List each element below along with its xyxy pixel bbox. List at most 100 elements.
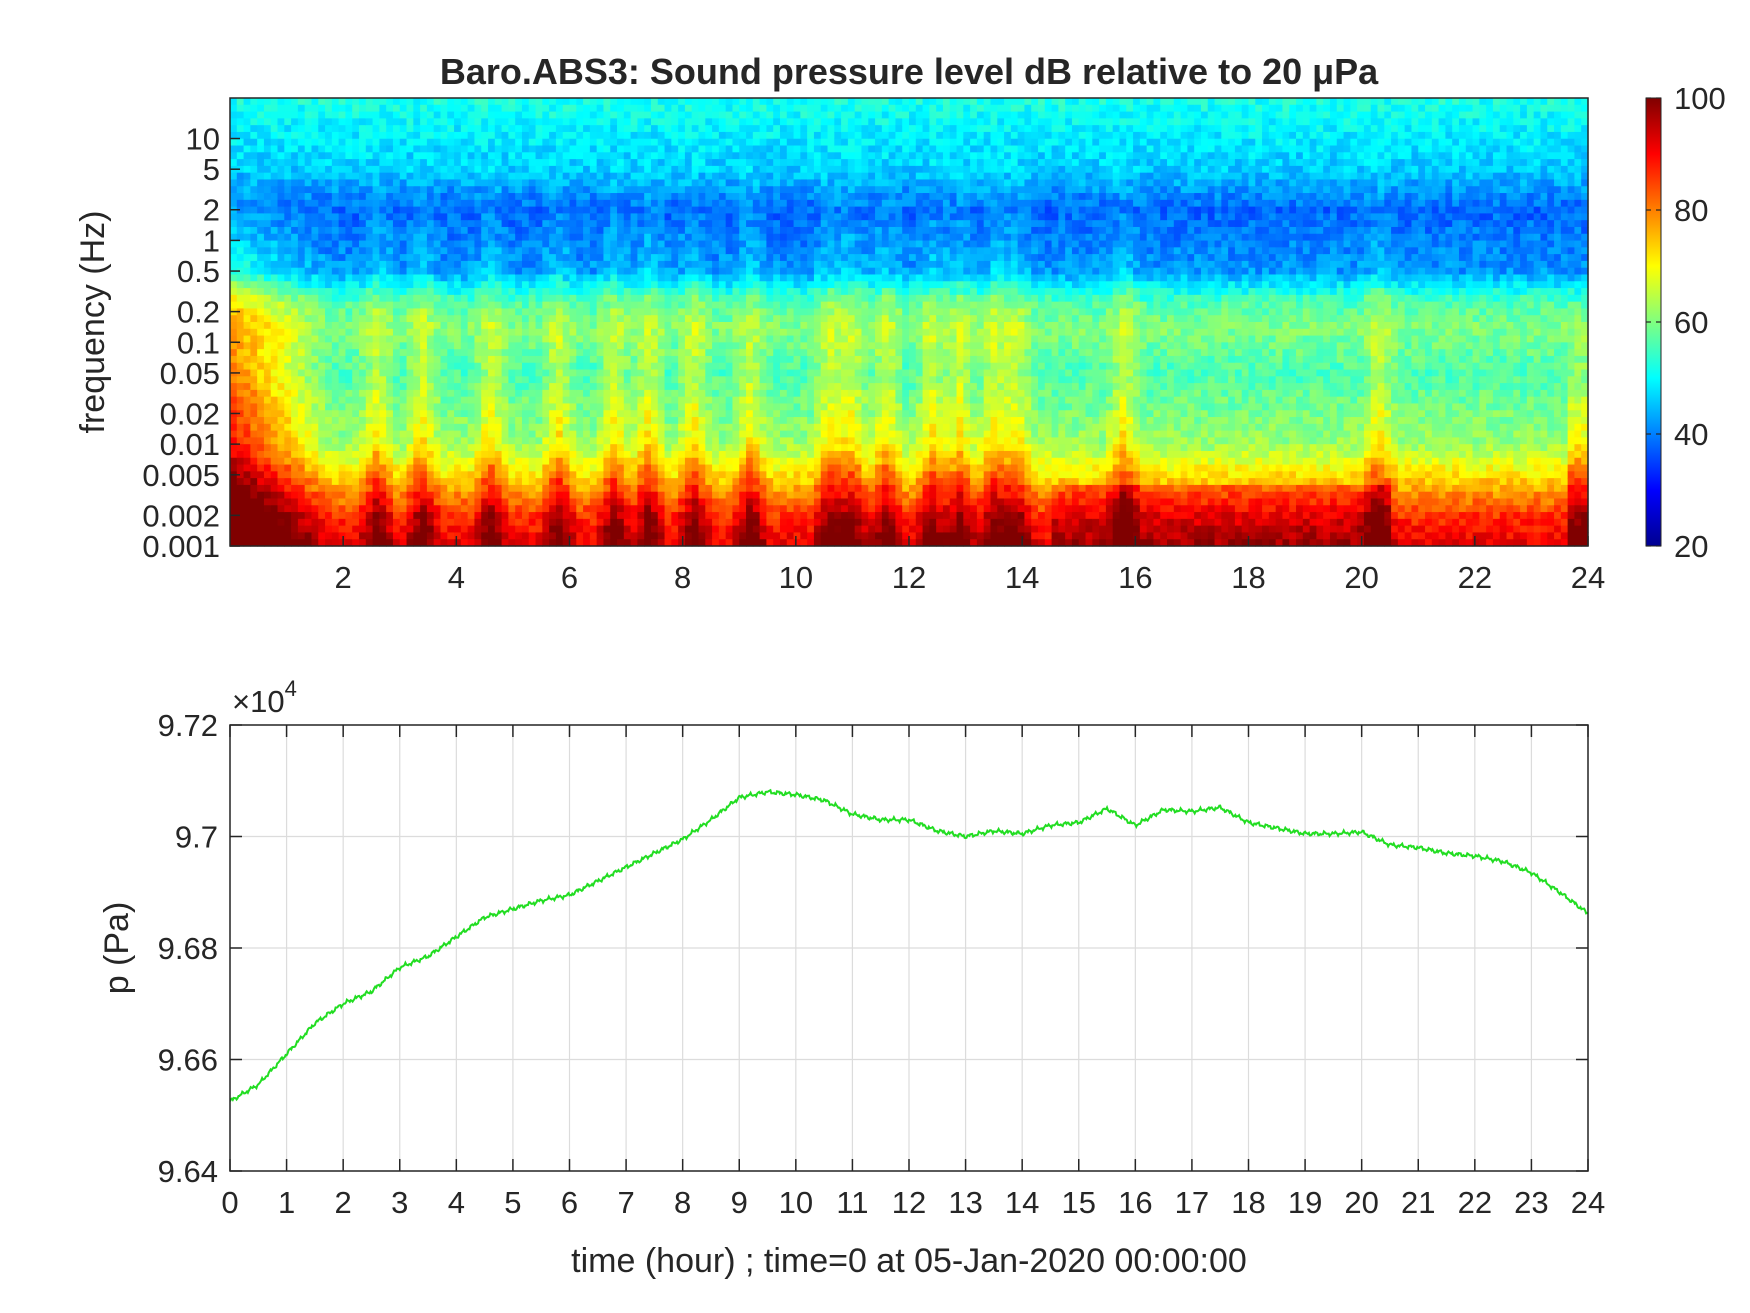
- heatmap-cell: [291, 98, 299, 106]
- heatmap-cell: [338, 206, 347, 214]
- heatmap-cell: [379, 233, 387, 242]
- heatmap-cell: [406, 98, 414, 106]
- heatmap-cell: [610, 288, 618, 296]
- heatmap-cell: [725, 464, 734, 472]
- heatmap-cell: [650, 165, 659, 174]
- heatmap-cell: [528, 376, 537, 384]
- heatmap-cell: [331, 349, 340, 357]
- heatmap-cell: [481, 247, 489, 255]
- heatmap-cell: [671, 403, 679, 411]
- heatmap-cell: [725, 165, 734, 174]
- heatmap-cell: [712, 111, 720, 119]
- heatmap-cell: [501, 362, 509, 371]
- heatmap-cell: [365, 179, 374, 187]
- heatmap-cell: [284, 131, 292, 140]
- heatmap-cell: [732, 186, 740, 194]
- heatmap-cell: [732, 335, 740, 343]
- heatmap-cell: [277, 301, 285, 310]
- heatmap-cell: [406, 369, 414, 377]
- heatmap-cell: [521, 369, 530, 377]
- heatmap-cell: [433, 104, 442, 113]
- heatmap-cell: [297, 145, 306, 153]
- heatmap-cell: [583, 430, 591, 438]
- heatmap-cell: [297, 491, 306, 500]
- heatmap-cell: [454, 457, 462, 466]
- heatmap-cell: [603, 199, 611, 208]
- heatmap-cell: [725, 111, 734, 119]
- heatmap-cell: [542, 396, 550, 405]
- heatmap-cell: [392, 233, 401, 242]
- heatmap-cell: [406, 444, 414, 452]
- heatmap-cell: [359, 349, 367, 357]
- heatmap-cell: [413, 159, 421, 167]
- heatmap-cell: [508, 450, 516, 459]
- heatmap-cell: [460, 396, 469, 405]
- heatmap-cell: [549, 145, 557, 153]
- heatmap-cell: [515, 206, 523, 214]
- heatmap-cell: [352, 403, 360, 411]
- heatmap-cell: [623, 193, 632, 201]
- heatmap-cell: [705, 159, 713, 167]
- heatmap-cell: [555, 247, 564, 255]
- heatmap-cell: [555, 315, 564, 323]
- heatmap-cell: [467, 131, 476, 140]
- heatmap-cell: [569, 233, 577, 242]
- heatmap-cell: [712, 179, 720, 187]
- heatmap-cell: [277, 525, 285, 534]
- heatmap-cell: [338, 369, 347, 377]
- heatmap-cell: [331, 335, 340, 343]
- heatmap-cell: [284, 308, 292, 316]
- heatmap-cell: [447, 125, 455, 133]
- heatmap-cell: [440, 125, 448, 133]
- heatmap-cell: [664, 131, 672, 140]
- heatmap-cell: [488, 111, 496, 119]
- heatmap-cell: [576, 342, 584, 350]
- heatmap-cell: [650, 152, 659, 160]
- heatmap-cell: [535, 505, 543, 513]
- heatmap-cell: [454, 226, 462, 235]
- heatmap-cell: [739, 165, 747, 174]
- heatmap-cell: [379, 288, 387, 296]
- heatmap-cell: [657, 471, 666, 479]
- heatmap-cell: [644, 355, 652, 364]
- heatmap-cell: [637, 423, 645, 432]
- heatmap-cell: [270, 260, 279, 269]
- heatmap-cell: [576, 444, 584, 452]
- heatmap-cell: [583, 186, 591, 194]
- heatmap-cell: [603, 539, 611, 547]
- heatmap-cell: [399, 199, 408, 208]
- heatmap-cell: [352, 478, 360, 486]
- heatmap-cell: [338, 457, 347, 466]
- heatmap-cell: [236, 179, 245, 187]
- heatmap-cell: [352, 104, 360, 113]
- heatmap-cell: [359, 464, 367, 472]
- heatmap-cell: [521, 396, 530, 405]
- heatmap-cell: [372, 376, 380, 384]
- heatmap-cell: [528, 315, 537, 323]
- heatmap-cell: [257, 322, 265, 330]
- heatmap-cell: [318, 484, 326, 493]
- heatmap-cell: [657, 159, 666, 167]
- heatmap-cell: [589, 138, 598, 147]
- heatmap-cell: [508, 335, 516, 343]
- heatmap-cell: [454, 512, 462, 520]
- heatmap-cell: [610, 430, 618, 438]
- heatmap-cell: [467, 213, 476, 221]
- heatmap-cell: [250, 457, 258, 466]
- heatmap-cell: [678, 315, 686, 323]
- heatmap-cell: [454, 437, 462, 445]
- heatmap-cell: [392, 294, 401, 303]
- heatmap-cell: [488, 342, 496, 350]
- heatmap-cell: [467, 410, 476, 418]
- heatmap-cell: [243, 260, 251, 269]
- heatmap-cell: [311, 437, 319, 445]
- heatmap-cell: [257, 206, 265, 214]
- heatmap-cell: [623, 288, 632, 296]
- heatmap-cell: [325, 328, 333, 337]
- heatmap-cell: [236, 186, 245, 194]
- heatmap-cell: [528, 532, 537, 540]
- heatmap-cell: [304, 396, 313, 405]
- heatmap-cell: [589, 131, 598, 140]
- heatmap-cell: [257, 505, 265, 513]
- heatmap-cell: [542, 288, 550, 296]
